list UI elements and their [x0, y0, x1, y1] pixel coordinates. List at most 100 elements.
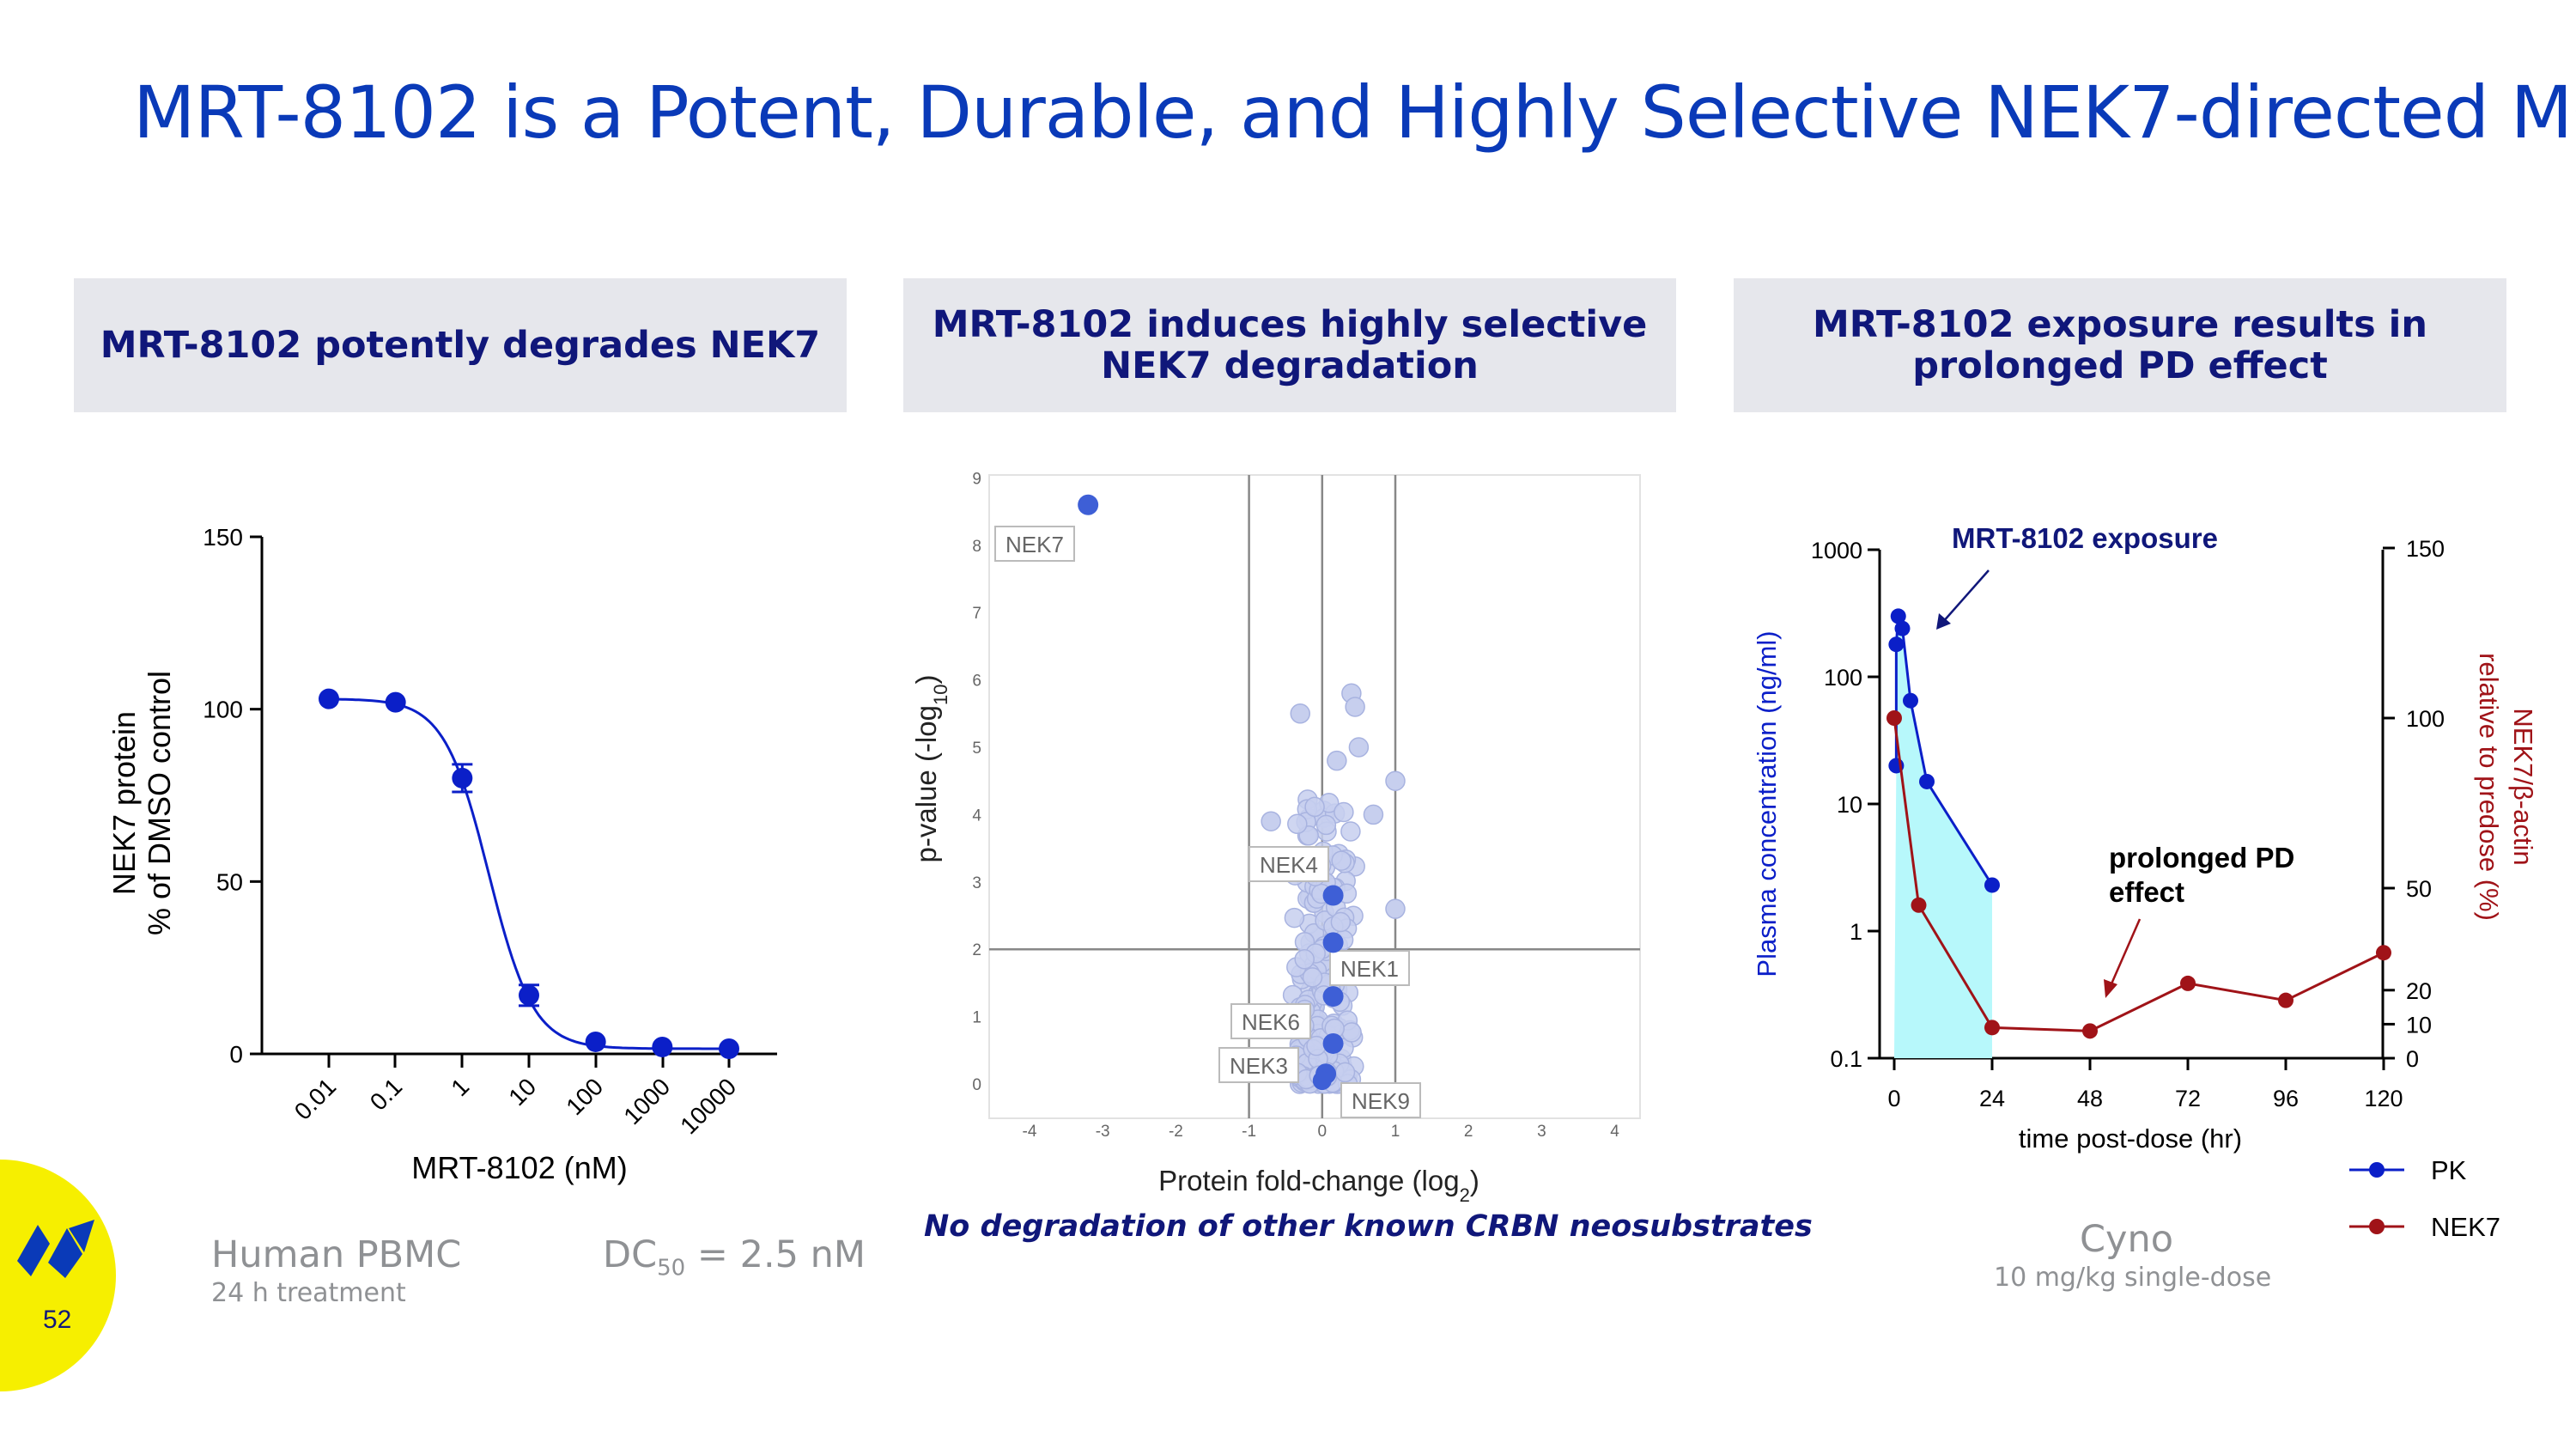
x-axis-label: MRT-8102 (nM) — [411, 1150, 627, 1185]
protein-point — [1341, 1022, 1362, 1043]
legend-label: PK — [2431, 1155, 2467, 1185]
panel-header-middle: MRT-8102 induces highly selective NEK7 d… — [903, 278, 1676, 412]
x-axis-label: Protein fold-change (log2) — [1158, 1165, 1479, 1206]
x-tick-label: 0 — [1318, 1123, 1327, 1141]
right-caption-main: Cyno — [2080, 1218, 2174, 1261]
pk-point — [1888, 636, 1905, 653]
pd-arrow — [2108, 918, 2142, 989]
x-tick-label: 1 — [446, 1073, 474, 1101]
panel-header-middle-text: MRT-8102 induces highly selective NEK7 d… — [932, 303, 1648, 387]
y-axis-label-line2: % of DMSO control — [142, 671, 177, 935]
x-tick-label: -3 — [1096, 1123, 1110, 1141]
x-axis-label: time post-dose (hr) — [2019, 1123, 2242, 1154]
exposure-shaded-area — [1894, 616, 1992, 1058]
x-tick-label: 0.1 — [365, 1073, 407, 1115]
protein-point — [1315, 814, 1337, 836]
slide-title: MRT-8102 is a Potent, Durable, and Highl… — [133, 70, 2576, 155]
data-point — [519, 984, 539, 1006]
x-tick-label: 120 — [2364, 1086, 2403, 1111]
y-tick-label: 100 — [203, 697, 243, 723]
panel-header-left: MRT-8102 potently degrades NEK7 — [74, 278, 847, 412]
legend-marker — [2369, 1162, 2385, 1178]
pd-annotation-line1: prolonged PD — [2109, 842, 2294, 874]
right-y-tick-label: 20 — [2406, 978, 2432, 1004]
x-tick-label: 72 — [2175, 1086, 2201, 1111]
panel-header-right-text: MRT-8102 exposure results in prolonged P… — [1812, 303, 2428, 387]
highlighted-point — [1322, 1032, 1344, 1054]
label-box — [1340, 1082, 1421, 1118]
protein-point — [1284, 907, 1305, 928]
protein-point — [1287, 813, 1308, 835]
y-tick-label: 0 — [229, 1041, 243, 1068]
x-tick-label: 48 — [2077, 1086, 2103, 1111]
dc50-value: DC50 = 2.5 nM — [603, 1233, 866, 1282]
y-tick-label: 9 — [972, 470, 981, 488]
x-tick-label: 96 — [2273, 1086, 2299, 1111]
y-tick-label: 3 — [972, 874, 981, 892]
y-tick-label: 1 — [972, 1009, 981, 1027]
highlighted-point — [1322, 885, 1344, 906]
panel-header-right: MRT-8102 exposure results in prolonged P… — [1734, 278, 2506, 412]
left-y-axis-label: Plasma concentration (ng/ml) — [1752, 630, 1782, 977]
y-tick-label: 2 — [972, 941, 981, 959]
nek7-point — [1886, 710, 1902, 726]
right-caption-sub: 10 mg/kg single-dose — [1994, 1263, 2272, 1293]
protein-label: NEK9 — [1352, 1088, 1410, 1114]
x-tick-label: 0.01 — [289, 1073, 341, 1124]
protein-point — [1385, 898, 1406, 919]
y-tick-label: 150 — [203, 524, 243, 551]
legend-marker — [2369, 1219, 2385, 1234]
x-tick-label: 0 — [1887, 1086, 1900, 1111]
x-tick-label: -4 — [1023, 1123, 1037, 1141]
protein-point — [1330, 911, 1352, 933]
page-number: 52 — [43, 1306, 72, 1334]
y-tick-label: 8 — [972, 538, 981, 556]
protein-point — [1385, 770, 1406, 791]
nek7-point — [2180, 975, 2196, 991]
protein-label: NEK7 — [1005, 532, 1064, 557]
y-tick-label: 6 — [972, 673, 981, 691]
right-y-tick-label: 50 — [2406, 876, 2432, 902]
pk-point — [1919, 773, 1935, 789]
data-point — [319, 688, 339, 709]
pk-point — [1894, 620, 1911, 636]
pk-point — [1890, 608, 1906, 624]
protein-point — [1363, 804, 1384, 825]
data-point — [585, 1031, 606, 1052]
right-y-tick-label: 100 — [2406, 706, 2445, 732]
x-tick-label: 1000 — [618, 1073, 675, 1129]
left-y-tick-label: 1 — [1850, 919, 1862, 945]
label-box — [1218, 1047, 1299, 1083]
label-box — [1230, 1003, 1311, 1039]
protein-point — [1345, 697, 1365, 717]
x-tick-label: 24 — [1979, 1086, 2005, 1111]
y-axis-label: p-value (-log10) — [910, 675, 951, 863]
middle-caption: No degradation of other known CRBN neosu… — [924, 1209, 1813, 1244]
dc50-subscript: 50 — [657, 1255, 686, 1282]
y-axis-label-line1: NEK7 protein — [106, 711, 142, 895]
x-tick-label: -1 — [1242, 1123, 1256, 1141]
y-tick-label: 4 — [972, 807, 981, 825]
nek7-point — [2278, 992, 2293, 1008]
data-point — [652, 1036, 673, 1057]
x-tick-label: 100 — [561, 1073, 608, 1120]
left-y-tick-label: 10 — [1837, 792, 1862, 818]
protein-point — [1304, 796, 1325, 818]
protein-label: NEK4 — [1260, 852, 1318, 878]
legend-label: NEK7 — [2431, 1212, 2500, 1242]
label-box — [994, 526, 1075, 562]
left-caption-sub: 24 h treatment — [211, 1278, 406, 1308]
protein-point — [1331, 850, 1352, 871]
left-y-tick-label: 100 — [1824, 665, 1862, 691]
pd-arrowhead — [2104, 979, 2117, 998]
protein-point — [1340, 821, 1361, 842]
protein-label: NEK6 — [1242, 1009, 1300, 1035]
exposure-arrowhead — [1936, 613, 1951, 630]
protein-point — [1290, 703, 1310, 724]
right-y-axis-label-line1: NEK7/β-actin — [2508, 708, 2538, 865]
right-y-axis-label-line2: relative to predose (%) — [2474, 653, 2504, 921]
x-tick-label: 4 — [1610, 1123, 1619, 1141]
right-y-tick-label: 0 — [2406, 1046, 2419, 1072]
protein-point — [1327, 750, 1347, 771]
